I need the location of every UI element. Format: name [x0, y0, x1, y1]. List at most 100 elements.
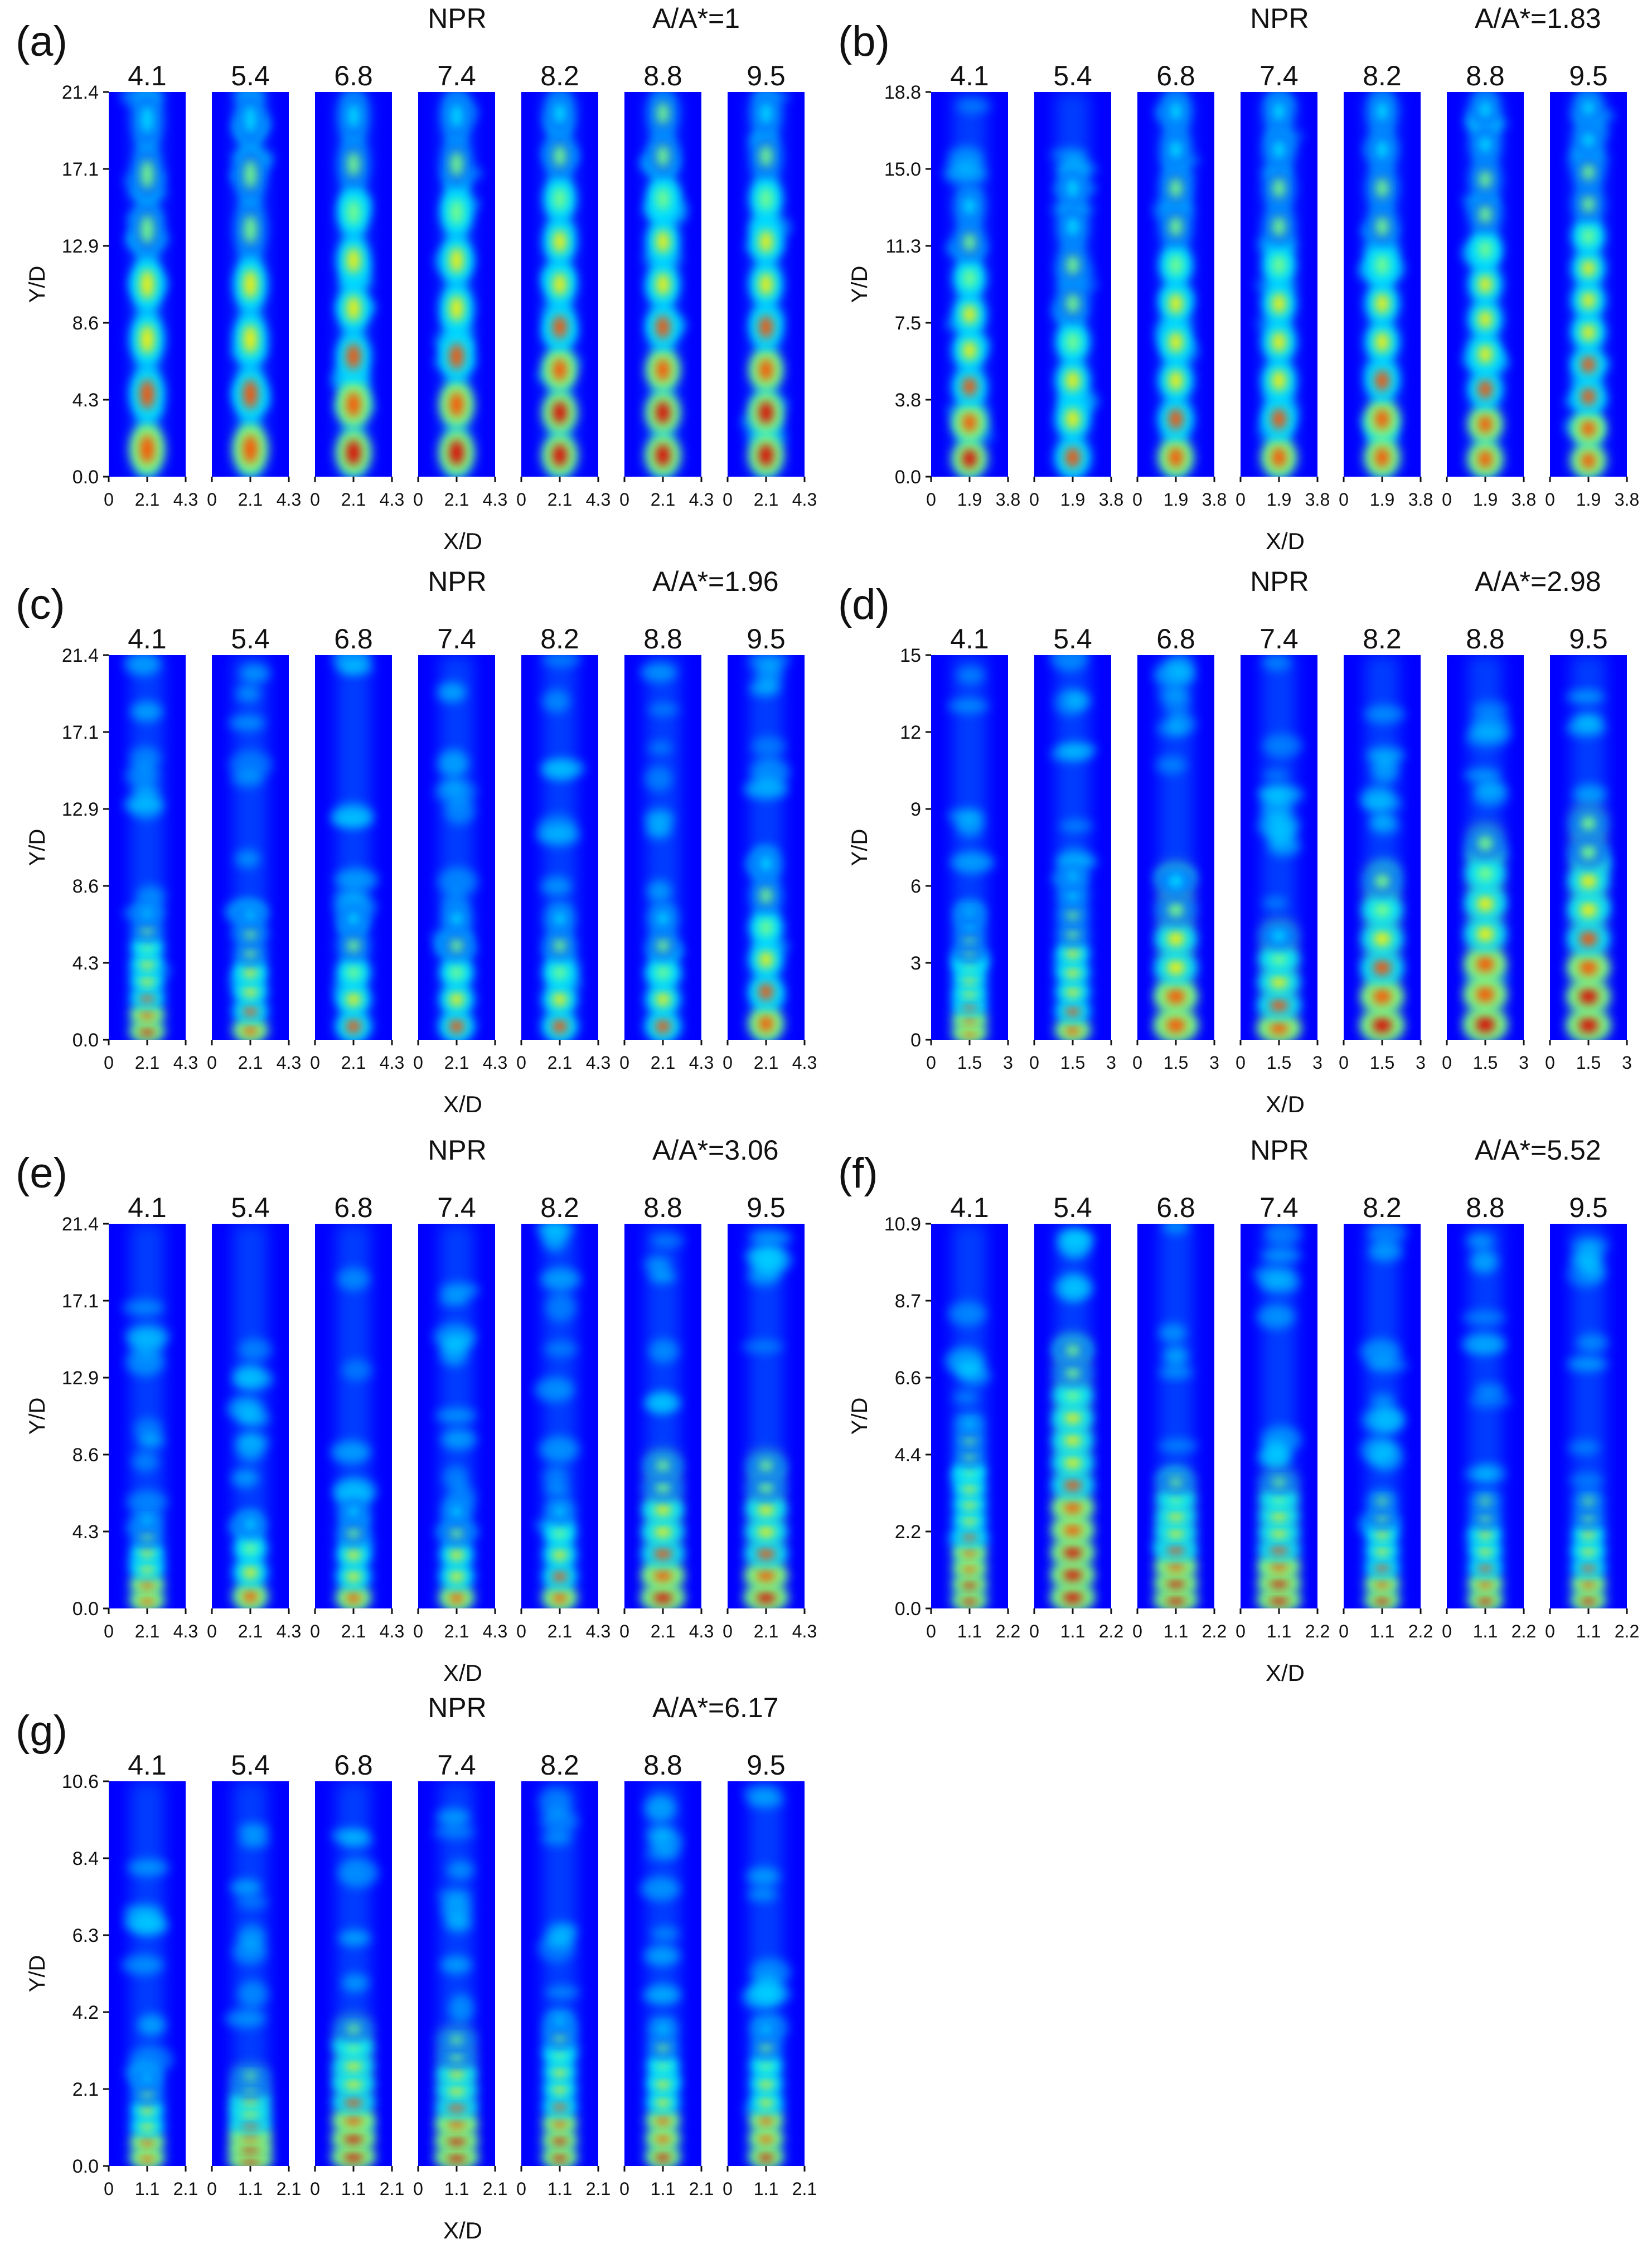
x-tick-label: 0	[1029, 1053, 1039, 1073]
x-tick-label: 0	[1029, 490, 1039, 510]
turbulence-patch	[1472, 701, 1510, 719]
y-tick-label: 8.6	[72, 876, 99, 897]
shock-cell	[963, 1419, 976, 1429]
x-tick-label: 2.1	[754, 1621, 778, 1641]
jet-contour-npr-6.8	[1137, 1224, 1214, 1608]
x-tick-label: 4.3	[586, 490, 611, 510]
shock-cell	[656, 273, 670, 296]
shock-cell	[449, 1570, 464, 1582]
x-tick-label: 0	[207, 1053, 217, 1073]
shock-cell	[347, 911, 360, 926]
y-tick-label: 4.2	[72, 2002, 99, 2023]
shock-cell	[1271, 447, 1287, 468]
shock-cell	[448, 2086, 466, 2095]
shock-cell	[1166, 1562, 1185, 1571]
x-tick-label: 1.1	[651, 2179, 675, 2199]
jet-contour-npr-9.5	[1550, 92, 1627, 477]
shock-cell	[1579, 959, 1598, 976]
y-axis-label: Y/D	[847, 829, 872, 866]
turbulence-patch	[233, 1364, 264, 1388]
shock-cell	[553, 938, 566, 953]
shock-cell	[963, 1467, 976, 1477]
x-tick-label: 2.1	[792, 2179, 817, 2199]
shock-cell	[553, 2050, 566, 2059]
shock-cell	[449, 295, 464, 322]
shock-cell	[655, 444, 671, 467]
shock-cell	[1167, 873, 1184, 889]
jet-contour-npr-7.4	[1241, 1224, 1317, 1608]
shock-cell	[1581, 1596, 1596, 1605]
shock-cell	[1063, 1568, 1083, 1581]
shock-cell	[1270, 1528, 1288, 1538]
shock-cell	[656, 316, 670, 339]
shock-cell	[757, 1525, 776, 1538]
turbulence-patch	[125, 1348, 164, 1377]
turbulence-patch	[1155, 756, 1187, 774]
turbulence-patch	[437, 682, 466, 702]
shock-cell	[553, 1592, 567, 1603]
shock-cell	[1375, 1563, 1389, 1572]
shock-cell	[760, 101, 772, 125]
turbulence-patch	[238, 1338, 273, 1361]
x-tick-label: 0	[207, 490, 217, 510]
npr-heading: NPR	[1250, 566, 1309, 597]
jet-contour-npr-6.8	[1137, 92, 1214, 477]
shock-cell	[243, 1025, 258, 1035]
jet-contour-npr-9.5	[1550, 655, 1627, 1040]
shock-cell	[1270, 953, 1288, 966]
turbulence-patch	[545, 1986, 580, 1999]
turbulence-patch	[132, 1451, 159, 1472]
y-tick-label: 0.0	[72, 1598, 99, 1620]
x-tick-label: 1.5	[1576, 1053, 1601, 1073]
turbulence-patch	[646, 1825, 672, 1843]
x-tick-label: 0	[1442, 1053, 1452, 1073]
turbulence-patch	[541, 1831, 573, 1845]
shock-cell	[1476, 895, 1494, 912]
shock-cell	[448, 2068, 466, 2078]
shock-cell	[1063, 1524, 1082, 1536]
shock-cell	[449, 391, 464, 418]
panel-letter: (c)	[16, 581, 65, 628]
shock-cell	[1582, 163, 1595, 181]
x-tick-label: 2.2	[996, 1621, 1020, 1641]
shock-cell	[553, 316, 567, 339]
x-tick-label: 0	[310, 2179, 320, 2199]
shock-cell	[1063, 1479, 1082, 1491]
npr-value-label: 8.8	[643, 1192, 682, 1223]
turbulence-patch	[1154, 662, 1195, 689]
shock-cell	[759, 2042, 773, 2052]
shock-cell	[1167, 931, 1185, 947]
shock-cell	[657, 144, 669, 168]
shock-cell	[139, 434, 155, 464]
shock-cell	[1582, 259, 1595, 277]
turbulence-patch	[236, 1896, 269, 1908]
jet-contour-npr-4.1	[109, 1224, 186, 1608]
shock-cell	[553, 965, 566, 980]
jet-contour-npr-7.4	[418, 1224, 495, 1608]
shock-cell	[1065, 447, 1081, 468]
x-tick-label: 4.3	[173, 490, 198, 510]
shock-cell	[1373, 931, 1391, 947]
npr-value-label: 5.4	[231, 1192, 270, 1223]
shock-cell	[1166, 988, 1186, 1005]
turbulence-patch	[133, 1418, 163, 1441]
shock-cell	[1170, 101, 1182, 122]
shock-cell	[141, 215, 154, 244]
turbulence-patch	[643, 1946, 680, 1966]
jet-contour-npr-8.2	[1344, 655, 1421, 1040]
turbulence-patch	[1370, 1394, 1396, 1408]
shock-cell	[1478, 310, 1493, 329]
x-tick-label: 0	[1236, 1053, 1246, 1073]
shock-cell	[1270, 1545, 1288, 1554]
turbulence-patch	[231, 770, 264, 788]
npr-value-label: 6.8	[1156, 1192, 1195, 1223]
shock-cell	[1273, 139, 1285, 160]
shock-cell	[963, 908, 976, 916]
turbulence-patch	[1057, 1228, 1090, 1256]
turbulence-patch	[956, 99, 991, 114]
shock-cell	[553, 2067, 566, 2077]
turbulence-patch	[541, 655, 582, 667]
jet-contour-npr-8.8	[624, 1781, 701, 2166]
shock-cell	[141, 925, 154, 935]
shock-cell	[757, 1547, 776, 1559]
